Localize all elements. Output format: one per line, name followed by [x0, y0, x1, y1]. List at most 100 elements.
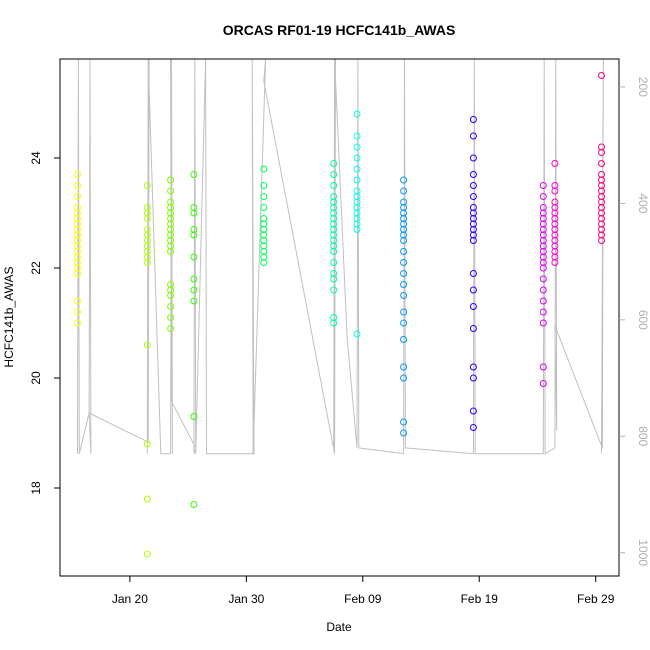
data-point	[469, 237, 477, 244]
data-point	[260, 182, 268, 189]
series-2016-01-23	[167, 176, 175, 332]
data-point	[190, 286, 198, 294]
series-2016-02-29	[598, 72, 605, 244]
data-point	[539, 182, 547, 189]
data-point	[330, 275, 338, 283]
data-point	[330, 259, 338, 266]
data-point	[469, 363, 477, 371]
data-point	[190, 209, 198, 217]
data-point	[469, 132, 477, 140]
data-point	[260, 204, 268, 211]
series-2016-01-15	[74, 171, 81, 327]
data-point	[143, 440, 151, 448]
y-tick-label: 24	[29, 151, 43, 165]
series-2016-02-24	[539, 182, 547, 387]
plot-frame	[59, 58, 620, 577]
x-tick-label: Jan 20	[112, 592, 148, 606]
data-point	[400, 259, 408, 266]
y-axis-label: HCFC141b_AWAS	[2, 266, 16, 367]
data-point	[469, 325, 477, 332]
data-point	[260, 259, 268, 266]
data-point	[400, 270, 408, 277]
data-point	[400, 319, 408, 327]
y2-tick-label: 800	[636, 426, 650, 446]
data-point	[143, 259, 151, 266]
data-point	[353, 176, 361, 184]
data-point	[74, 270, 81, 277]
data-point	[143, 215, 151, 222]
x-tick-label: Feb 29	[577, 592, 615, 606]
series-2016-02-18	[469, 116, 477, 431]
data-point	[143, 341, 151, 349]
y-tick-label: 22	[29, 261, 43, 275]
data-point	[539, 319, 547, 327]
data-point	[167, 176, 175, 184]
series-2016-01-21	[143, 182, 151, 558]
data-point	[330, 286, 338, 294]
data-points-layer	[74, 72, 605, 558]
data-point	[353, 110, 361, 118]
data-point	[469, 154, 477, 162]
data-point	[143, 495, 151, 503]
x-tick-label: Feb 09	[344, 592, 382, 606]
series-2016-02-25	[551, 160, 559, 266]
data-point	[539, 297, 547, 305]
data-point	[74, 319, 81, 327]
data-point	[190, 171, 198, 178]
data-point	[400, 187, 408, 195]
data-point	[74, 182, 81, 189]
data-point	[353, 226, 361, 233]
data-point	[551, 259, 559, 266]
data-point	[539, 380, 547, 387]
data-point	[469, 407, 477, 415]
data-point	[143, 182, 151, 189]
x-tick-label: Jan 30	[228, 592, 264, 606]
data-point	[469, 182, 477, 189]
data-point	[469, 193, 477, 200]
chart-title: ORCAS RF01-19 HCFC141b_AWAS	[223, 22, 456, 38]
data-point	[74, 171, 81, 178]
data-point	[400, 418, 408, 426]
data-point	[400, 374, 408, 382]
data-point	[400, 336, 408, 343]
data-point	[74, 308, 81, 316]
series-2016-01-25	[190, 171, 198, 508]
data-point	[551, 187, 559, 195]
y-tick-label: 20	[29, 371, 43, 385]
y2-tick-label: 200	[636, 77, 650, 97]
data-point	[167, 292, 175, 299]
data-point	[469, 286, 477, 294]
series-2016-02-12	[400, 176, 408, 437]
data-point	[74, 193, 81, 200]
y2-tick-label: 1000	[636, 539, 650, 566]
data-point	[539, 264, 547, 272]
data-point	[353, 330, 361, 338]
data-point	[353, 143, 361, 151]
data-point	[400, 237, 408, 244]
series-2016-01-31	[260, 165, 268, 266]
data-point	[353, 132, 361, 140]
data-point	[539, 286, 547, 294]
data-point	[539, 275, 547, 283]
data-point	[400, 363, 408, 371]
data-point	[400, 176, 408, 184]
data-point	[400, 248, 408, 255]
y2-tick-label: 600	[636, 310, 650, 330]
data-point	[260, 165, 268, 173]
data-point	[551, 160, 559, 167]
data-point	[190, 501, 198, 508]
data-point	[469, 424, 477, 431]
data-point	[190, 253, 198, 261]
data-point	[353, 165, 361, 173]
axes-layer: Jan 20 Jan 30 Feb 09 Feb 19 Feb 29 18 20 22 24 20…	[29, 58, 650, 606]
data-point	[598, 237, 605, 244]
data-point	[330, 248, 338, 255]
data-point	[167, 325, 175, 332]
data-point	[598, 149, 605, 156]
data-point	[167, 187, 175, 195]
data-point	[469, 171, 477, 178]
data-point	[330, 319, 338, 327]
data-point	[353, 154, 361, 162]
data-point	[469, 303, 477, 310]
